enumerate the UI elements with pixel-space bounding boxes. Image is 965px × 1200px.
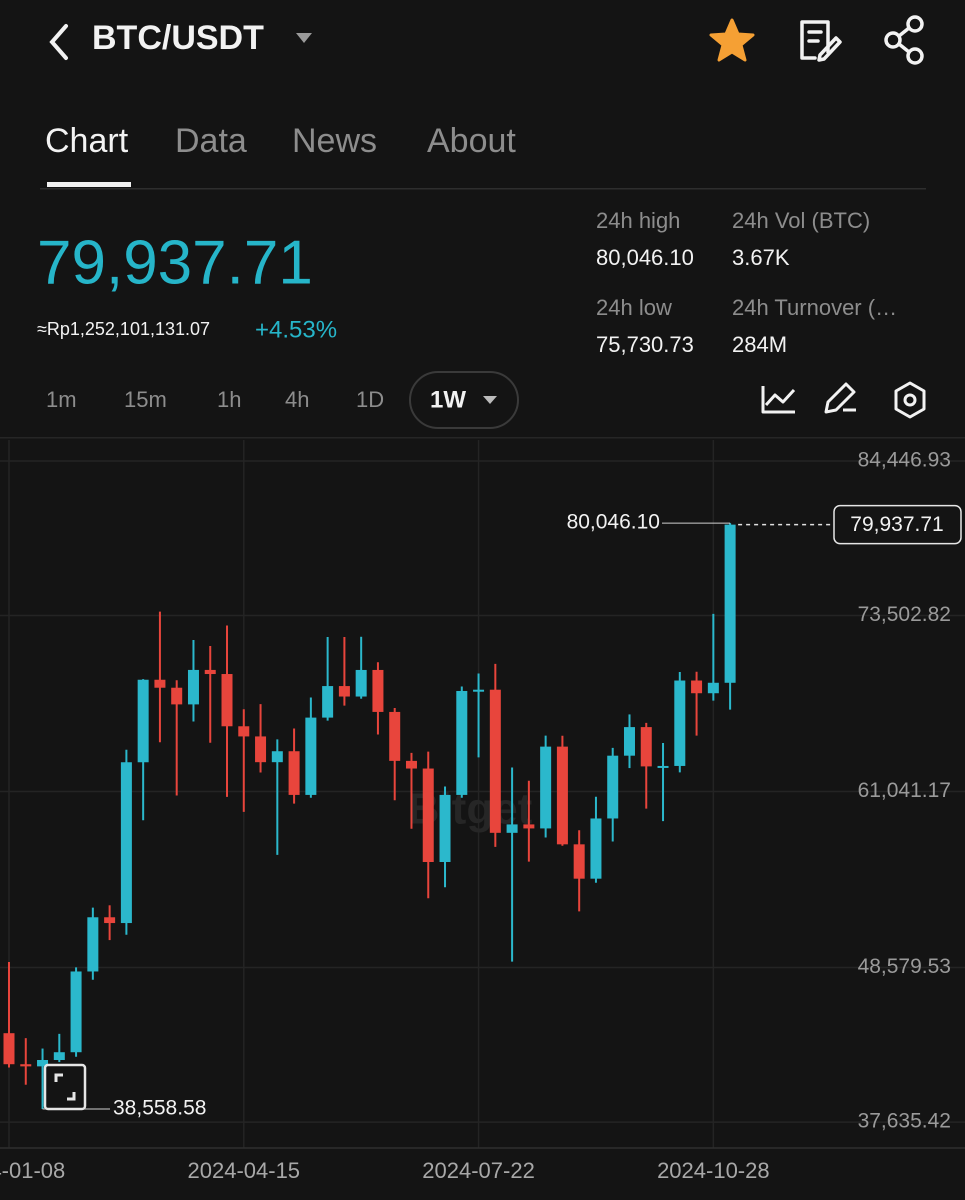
y-tick-label: 48,579.53 <box>858 955 951 978</box>
candle-body <box>506 824 518 833</box>
candle-body <box>691 680 703 694</box>
tab[interactable]: News <box>292 122 377 160</box>
fiat-price: ≈Rp1,252,101,131.07 <box>37 319 210 339</box>
fullscreen-icon[interactable] <box>43 1063 87 1111</box>
note-icon[interactable] <box>800 20 842 62</box>
stat-label: 24h Vol (BTC) <box>732 208 870 233</box>
candle-body <box>53 1052 65 1060</box>
candle-body <box>3 1033 15 1065</box>
x-tick-label: 2024-10-28 <box>657 1158 770 1183</box>
price-change: +4.53% <box>255 316 337 343</box>
candle-body <box>489 689 501 833</box>
candle-body <box>556 746 568 845</box>
stat-value: 3.67K <box>732 245 790 270</box>
favorite-icon[interactable] <box>709 18 755 62</box>
candle-body <box>439 794 451 863</box>
candle-body <box>187 669 199 705</box>
timeframe[interactable]: 1m <box>46 387 77 412</box>
candle-body <box>271 751 283 763</box>
candle-body <box>120 762 132 924</box>
y-tick-label: 84,446.93 <box>858 448 951 471</box>
candle-body <box>540 746 552 829</box>
tab[interactable]: Data <box>175 122 247 160</box>
timeframe[interactable]: 15m <box>124 387 167 412</box>
divider <box>40 188 926 190</box>
candle-body <box>221 674 233 727</box>
timeframe[interactable]: 4h <box>285 387 309 412</box>
candle-body <box>674 680 686 766</box>
candle-body <box>573 844 585 879</box>
high-label: 80,046.10 <box>567 511 660 534</box>
candle-body <box>456 690 468 795</box>
candle-body <box>70 971 82 1053</box>
last-price-box <box>833 504 962 545</box>
x-tick-label: 2024-04-15 <box>188 1158 301 1183</box>
tab-underline <box>47 182 131 187</box>
candle-body <box>372 669 384 712</box>
pair-dropdown[interactable] <box>296 33 312 43</box>
candle-body <box>338 686 350 697</box>
candle-body <box>640 727 652 767</box>
candle-body <box>590 818 602 879</box>
timeframe[interactable]: 1D <box>356 387 384 412</box>
draw-icon[interactable] <box>824 382 856 414</box>
candle-body <box>204 669 216 675</box>
last-price: 79,937.71 <box>37 228 313 297</box>
x-tick-label: 2024-07-22 <box>422 1158 535 1183</box>
indicator-icon[interactable] <box>761 386 796 414</box>
candle-body <box>724 524 736 683</box>
y-tick-label: 73,502.82 <box>858 603 951 626</box>
stat-value: 75,730.73 <box>596 332 694 357</box>
candle-body <box>171 687 183 705</box>
share-icon[interactable] <box>884 15 924 65</box>
timeframe-pill[interactable] <box>409 371 519 429</box>
tab[interactable]: About <box>427 122 516 160</box>
settings-icon[interactable] <box>894 381 926 419</box>
candle-body <box>607 755 619 819</box>
pair-title: BTC/USDT <box>92 19 264 57</box>
y-tick-label: 61,041.17 <box>858 779 951 802</box>
stat-value: 80,046.10 <box>596 245 694 270</box>
divider <box>0 437 965 439</box>
chart: 2024-01-08 2024-04-15 2024-07-22 2024-10-28… <box>0 440 965 1183</box>
candle-body <box>37 1059 49 1067</box>
candle-body <box>288 751 300 795</box>
candle-body <box>389 711 401 761</box>
stat-value: 284M <box>732 332 787 357</box>
candle-body <box>523 824 535 829</box>
x-tick-label: 2024-01-08 <box>0 1158 65 1183</box>
candle-body <box>104 917 116 924</box>
candle-body <box>20 1064 32 1067</box>
last-price-label: 79,937.71 <box>850 513 943 536</box>
candle-body <box>305 717 317 795</box>
candle-body <box>707 682 719 694</box>
timeframe-selected[interactable]: 1W <box>430 386 466 413</box>
candle-body <box>238 726 250 737</box>
candle-body <box>657 765 669 768</box>
tab[interactable]: Chart <box>45 122 129 160</box>
stat-label: 24h high <box>596 208 680 233</box>
candle-body <box>255 736 267 763</box>
candle-body <box>355 669 367 697</box>
stat-label: 24h low <box>596 295 672 320</box>
candle-body <box>154 679 166 688</box>
y-tick-label: 37,635.42 <box>858 1110 951 1133</box>
low-label: 38,558.58 <box>113 1097 206 1120</box>
candle-body <box>137 679 149 763</box>
candle-body <box>405 760 417 769</box>
timeframe[interactable]: 1h <box>217 387 241 412</box>
candle-body <box>422 768 434 863</box>
back-button[interactable] <box>49 24 68 60</box>
timeframe-dropdown[interactable] <box>483 396 497 404</box>
candle-body <box>87 917 99 972</box>
stat-label: 24h Turnover (… <box>732 295 897 320</box>
candle-body <box>473 689 485 692</box>
candle-body <box>322 686 334 718</box>
candle-body <box>623 727 635 756</box>
